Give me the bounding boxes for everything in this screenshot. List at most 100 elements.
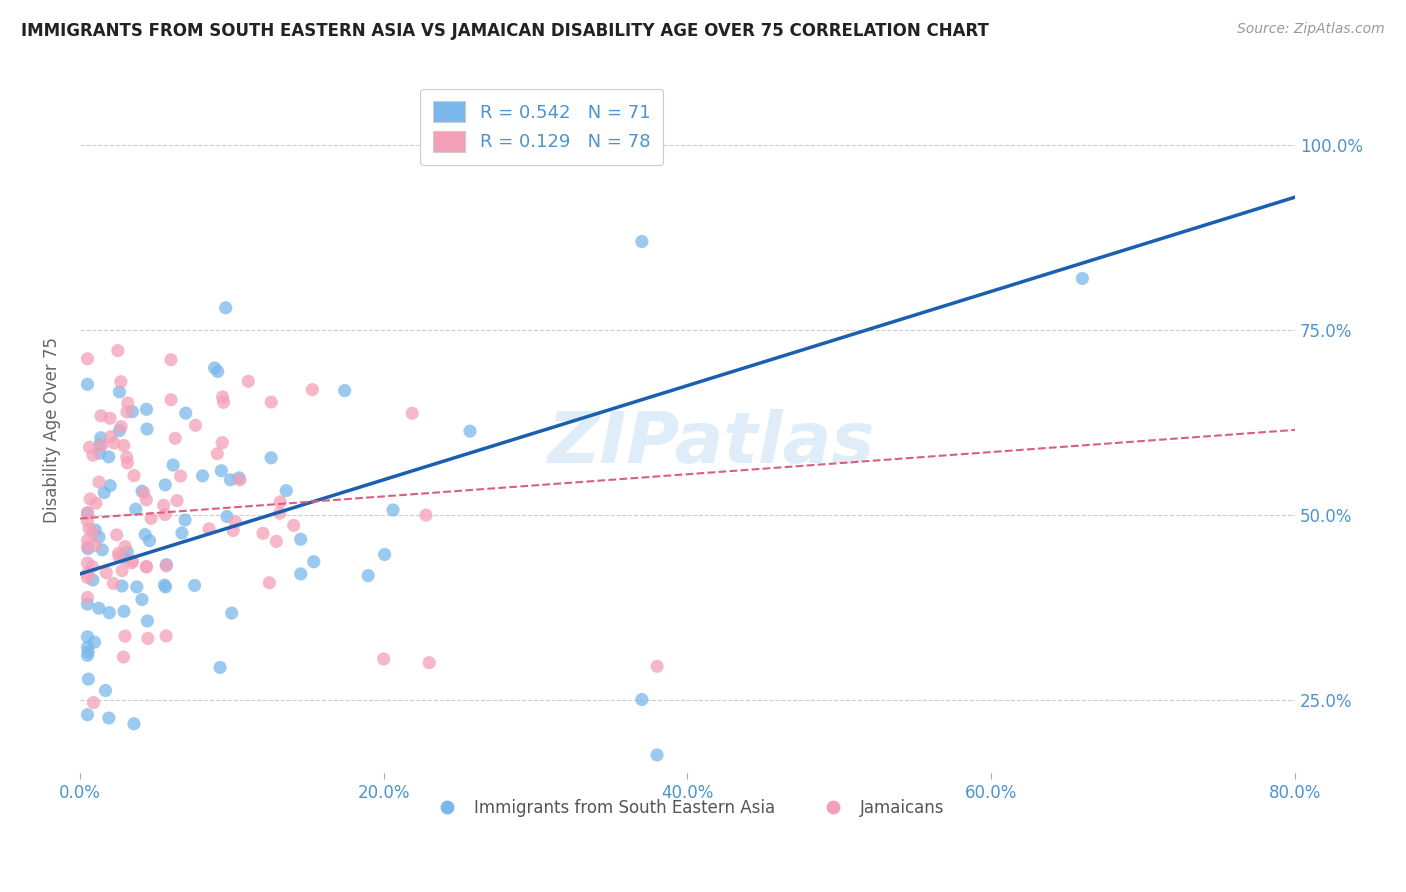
Point [166,493,188,508]
Point [90,438,112,452]
Point [269,506,291,520]
Point [645,659,668,673]
Point [83,696,105,710]
Point [169,469,191,483]
Point [174,513,197,527]
Point [219,473,242,487]
Point [122,468,145,483]
Point [76,377,98,392]
Point [373,652,395,666]
Point [135,559,157,574]
Point [94,683,117,698]
Point [212,395,235,409]
Point [125,580,148,594]
Point [333,384,356,398]
Legend: Immigrants from South Eastern Asia, Jamaicans: Immigrants from South Eastern Asia, Jama… [423,792,950,823]
Point [110,375,132,389]
Point [162,458,184,472]
Point [82,559,104,574]
Point [112,438,135,452]
Point [105,528,128,542]
Point [357,568,380,582]
Point [103,436,125,450]
Point [645,747,668,762]
Point [209,660,232,674]
Point [121,554,143,568]
Point [269,495,291,509]
Point [115,450,138,465]
Point [83,635,105,649]
Point [98,411,121,425]
Point [301,383,323,397]
Point [155,558,177,572]
Point [79,440,101,454]
Point [87,530,110,544]
Point [117,396,139,410]
Point [114,540,136,554]
Point [121,556,143,570]
Point [82,573,104,587]
Point [76,506,98,520]
Point [76,506,98,520]
Point [260,450,283,465]
Point [108,384,131,399]
Point [418,656,440,670]
Point [121,405,143,419]
Point [103,576,125,591]
Point [238,374,260,388]
Point [84,496,107,510]
Point [115,405,138,419]
Point [382,503,405,517]
Point [374,548,396,562]
Point [631,235,654,249]
Point [79,491,101,506]
Point [155,629,177,643]
Point [114,629,136,643]
Point [228,471,250,485]
Point [136,422,159,436]
Point [211,435,233,450]
Point [138,533,160,548]
Point [76,570,98,584]
Text: IMMIGRANTS FROM SOUTH EASTERN ASIA VS JAMAICAN DISABILITY AGE OVER 75 CORRELATIO: IMMIGRANTS FROM SOUTH EASTERN ASIA VS JA… [21,22,988,40]
Point [153,508,176,522]
Point [222,524,245,538]
Point [76,707,98,722]
Point [198,522,221,536]
Point [115,545,138,559]
Point [260,395,283,409]
Point [191,468,214,483]
Point [117,456,139,470]
Point [302,555,325,569]
Point [165,431,187,445]
Point [135,492,157,507]
Point [132,485,155,500]
Point [136,614,159,628]
Point [207,364,229,378]
Point [631,692,654,706]
Point [97,711,120,725]
Point [184,418,207,433]
Point [76,533,98,548]
Point [100,430,122,444]
Point [122,716,145,731]
Point [77,672,100,686]
Point [225,515,247,529]
Point [84,539,107,553]
Point [112,551,135,566]
Point [90,409,112,423]
Point [93,485,115,500]
Point [77,541,100,556]
Point [160,352,183,367]
Point [76,591,98,605]
Point [139,511,162,525]
Point [415,508,437,522]
Point [82,525,104,540]
Point [211,390,233,404]
Point [76,566,98,581]
Point [135,560,157,574]
Point [283,518,305,533]
Point [252,526,274,541]
Point [89,438,111,452]
Point [155,558,177,573]
